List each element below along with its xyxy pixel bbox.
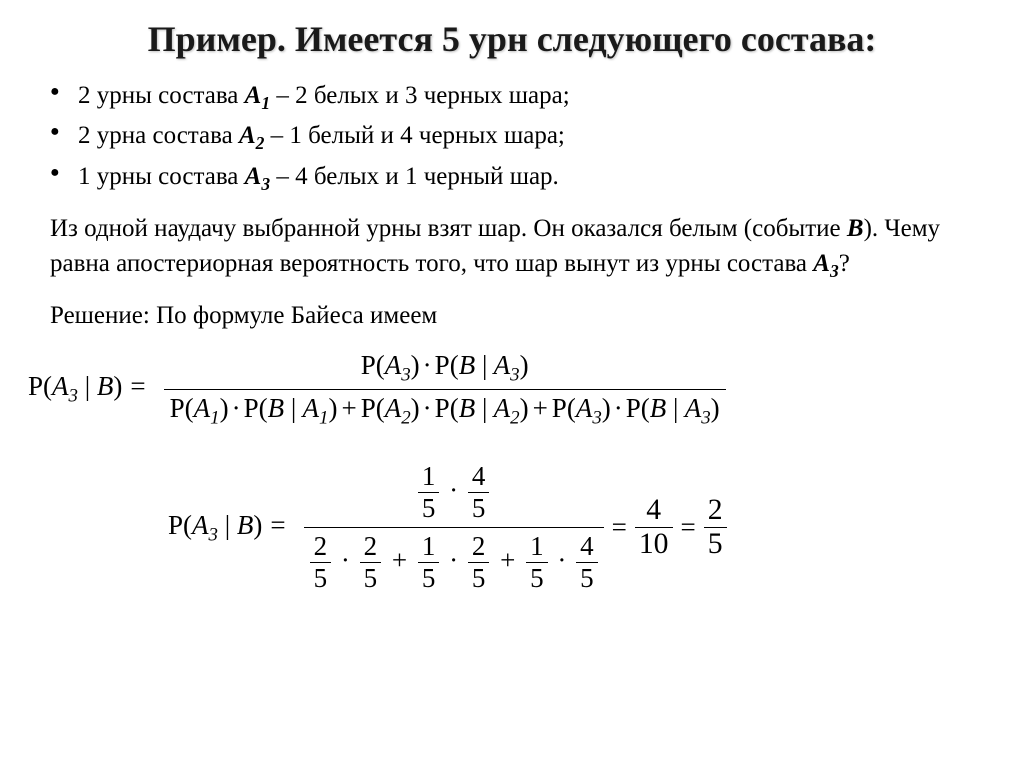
small-fraction: 45	[468, 461, 490, 524]
fraction: P(A3)·P(B | A3) P(A1)·P(B | A1)+P(A2)·P(…	[164, 347, 726, 433]
subscript: 1	[261, 93, 270, 113]
text: – 4 белых и 1 черный шар.	[270, 163, 559, 190]
slide-title: Пример. Имеется 5 урн следующего состава…	[28, 18, 996, 60]
bullet-list: 2 урны состава A1 – 2 белых и 3 черных ш…	[50, 78, 996, 197]
subscript: 3	[830, 261, 839, 281]
denominator: 25 · 25 + 15 · 25 + 15 · 45	[304, 527, 604, 597]
small-fraction: 15	[418, 461, 440, 524]
numeric-formula: P(A3 | B)= 15 · 45 25 · 25 + 15 · 25 +	[168, 458, 996, 597]
formula-lhs: P(A3 | B)=	[28, 371, 154, 407]
list-item: 2 урна состава A2 – 1 белый и 4 черных ш…	[50, 118, 996, 156]
text: ?	[839, 250, 850, 277]
text: – 2 белых и 3 черных шара;	[270, 82, 570, 109]
text: 2 урна состава	[78, 122, 239, 149]
variable: A	[813, 250, 830, 277]
small-fraction: 15	[418, 531, 440, 594]
small-fraction: 25	[310, 531, 332, 594]
subscript: 3	[261, 174, 270, 194]
numerator: P(A3)·P(B | A3)	[164, 347, 726, 389]
numerator: 15 · 45	[304, 458, 604, 527]
list-item: 1 урны состава A3 – 4 белых и 1 черный ш…	[50, 159, 996, 197]
small-fraction: 15	[526, 531, 548, 594]
denominator: P(A1)·P(B | A1)+P(A2)·P(B | A2)+P(A3)·P(…	[164, 389, 726, 432]
text: 1 урны состава	[78, 163, 245, 190]
list-item: 2 урны состава A1 – 2 белых и 3 черных ш…	[50, 78, 996, 116]
fraction: 15 · 45 25 · 25 + 15 · 25 + 15 · 45	[304, 458, 604, 597]
bayes-formula: P(A3 | B)= P(A3)·P(B | A3) P(A1)·P(B | A…	[28, 347, 996, 433]
small-fraction: 45	[576, 531, 598, 594]
question-paragraph: Из одной наудачу выбранной урны взят шар…	[50, 211, 974, 284]
variable: A	[239, 122, 256, 149]
slide: Пример. Имеется 5 урн следующего состава…	[0, 0, 1024, 635]
variable: A	[245, 82, 262, 109]
solution-intro: Решение: По формуле Байеса имеем	[50, 298, 974, 333]
variable: A	[245, 163, 262, 190]
equals: =	[612, 512, 627, 543]
event-variable: B	[847, 215, 864, 242]
result-fraction: 410	[635, 494, 673, 562]
text: Из одной наудачу выбранной урны взят шар…	[50, 215, 847, 242]
result-fraction: 25	[704, 494, 727, 562]
text: 2 урны состава	[78, 82, 245, 109]
equals: =	[681, 512, 696, 543]
small-fraction: 25	[468, 531, 490, 594]
text: – 1 белый и 4 черных шара;	[264, 122, 565, 149]
formula-lhs: P(A3 | B)=	[168, 510, 294, 546]
small-fraction: 25	[360, 531, 382, 594]
